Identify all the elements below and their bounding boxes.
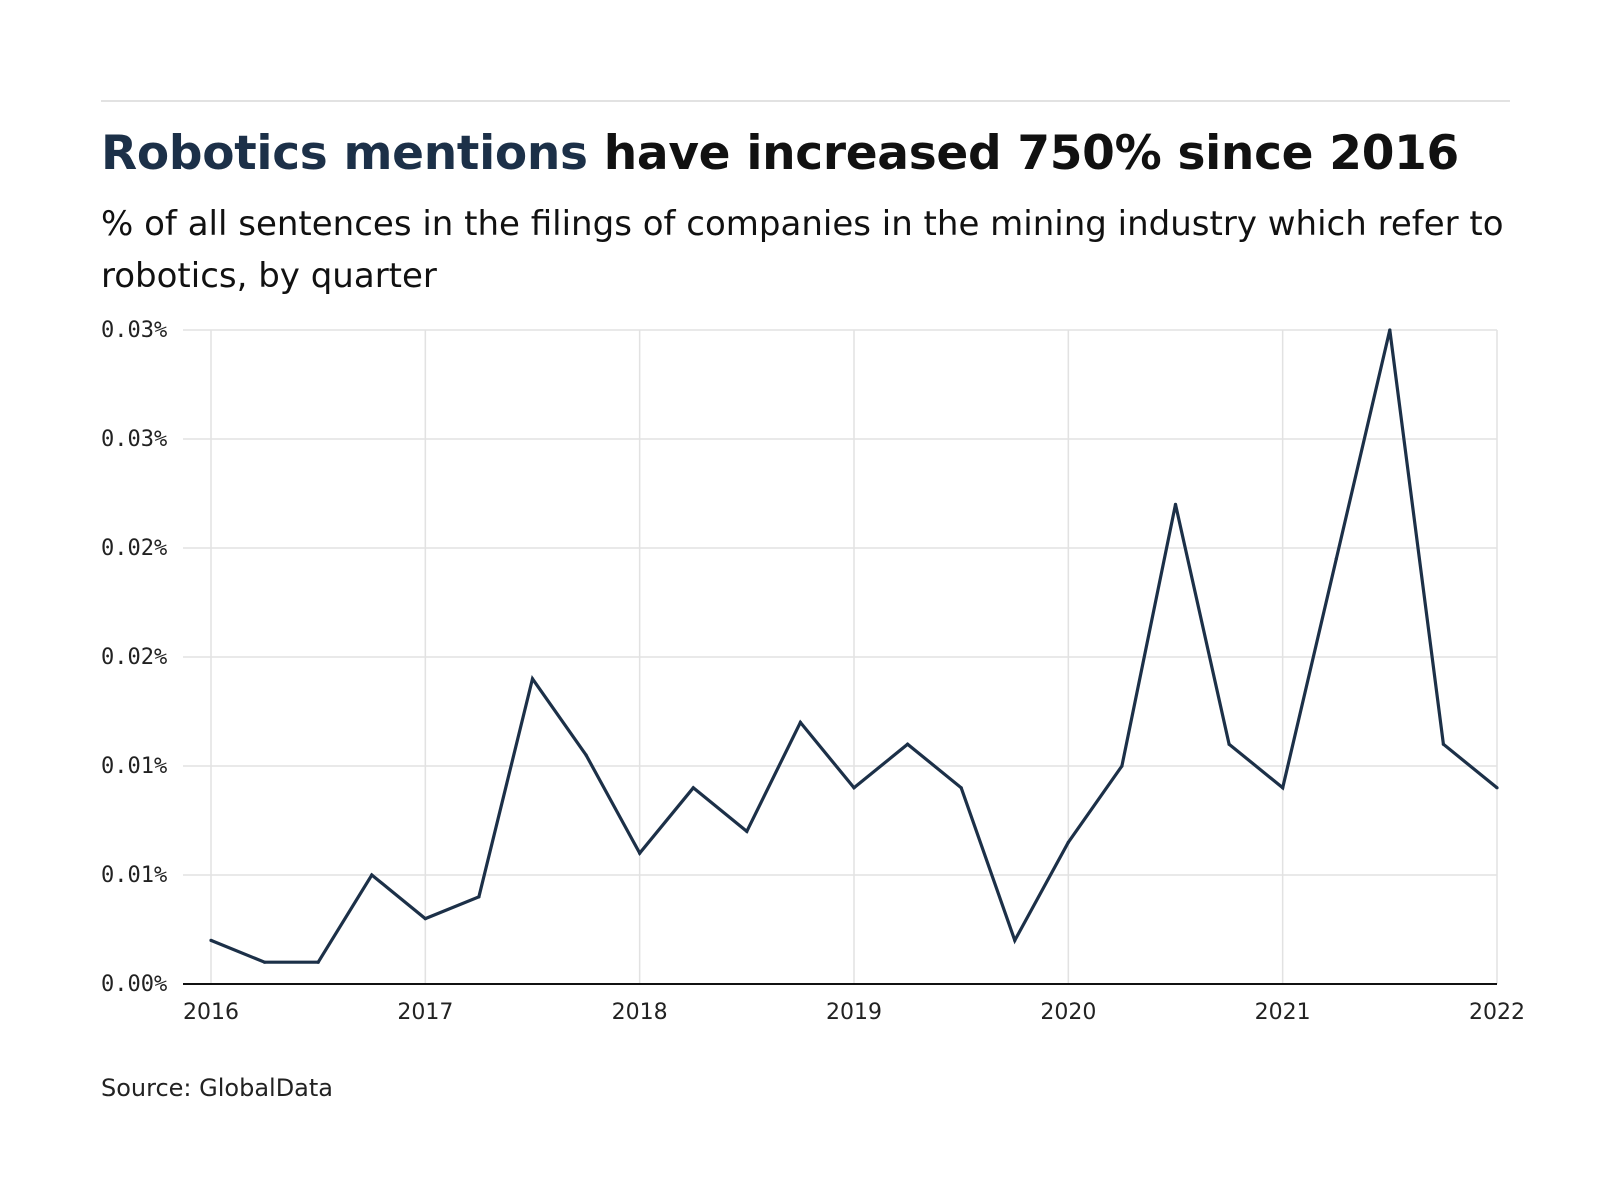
data-point bbox=[691, 786, 695, 790]
chart-title: Robotics mentions have increased 750% si… bbox=[101, 126, 1459, 181]
x-tick-label: 2017 bbox=[397, 1000, 453, 1025]
data-point bbox=[1334, 557, 1338, 561]
x-tick-label: 2019 bbox=[826, 1000, 882, 1025]
y-tick-label: 0.03% bbox=[101, 318, 167, 343]
data-point bbox=[798, 720, 803, 725]
data-point bbox=[316, 960, 320, 964]
data-point bbox=[1173, 502, 1178, 506]
data-point bbox=[262, 960, 267, 964]
data-point bbox=[905, 742, 910, 746]
y-tick-label: 0.01% bbox=[101, 863, 167, 888]
data-point bbox=[209, 938, 213, 943]
data-point bbox=[1120, 764, 1124, 768]
data-point bbox=[423, 917, 427, 921]
x-tick-label: 2016 bbox=[183, 1000, 239, 1025]
data-point bbox=[584, 753, 588, 757]
x-tick-label: 2022 bbox=[1469, 1000, 1525, 1025]
data-point bbox=[530, 677, 535, 681]
y-tick-label: 0.03% bbox=[101, 427, 167, 452]
data-point bbox=[745, 829, 749, 834]
tick-labels: 0.00% 0.01% 0.01% 0.02% 0.02% 0.03% 0.03% 2016 2… bbox=[101, 318, 1525, 1025]
source-note: Source: GlobalData bbox=[101, 1074, 334, 1102]
data-point bbox=[1013, 938, 1017, 943]
data-point bbox=[959, 786, 963, 790]
data-point bbox=[1227, 742, 1231, 746]
top-rule bbox=[101, 100, 1510, 102]
y-tick-label: 0.02% bbox=[101, 536, 167, 561]
y-tick-label: 0.01% bbox=[101, 754, 167, 779]
chart-subtitle: % of all sentences in the filings of com… bbox=[101, 204, 1504, 296]
y-tick-label: 0.02% bbox=[101, 645, 167, 670]
data-point bbox=[852, 786, 856, 790]
data-point bbox=[477, 895, 481, 899]
y-tick-label: 0.00% bbox=[101, 972, 167, 997]
data-point bbox=[638, 851, 642, 855]
data-point bbox=[1441, 742, 1446, 746]
x-tick-label: 2021 bbox=[1255, 1000, 1311, 1025]
chart-title-highlight: Robotics mentions bbox=[101, 126, 588, 181]
data-point bbox=[1066, 840, 1070, 844]
data-point bbox=[1495, 786, 1499, 790]
data-point bbox=[370, 873, 374, 877]
x-tick-label: 2020 bbox=[1040, 1000, 1096, 1025]
x-tick-label: 2018 bbox=[612, 1000, 668, 1025]
data-point bbox=[1388, 328, 1392, 332]
series-layer bbox=[209, 328, 1499, 964]
chart-title-rest: have increased 750% since 2016 bbox=[587, 126, 1459, 181]
grid bbox=[183, 329, 1498, 985]
data-point bbox=[1281, 786, 1285, 790]
